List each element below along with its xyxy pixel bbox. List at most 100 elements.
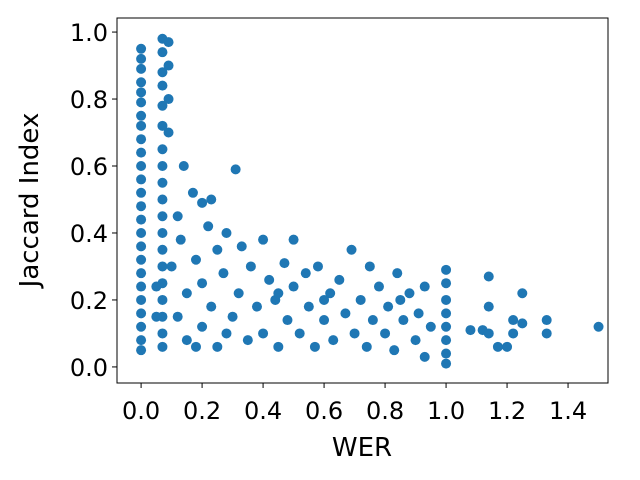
x-tick-label: 0.2 <box>183 397 221 425</box>
point <box>163 37 174 48</box>
point <box>264 274 275 285</box>
x-axis-label: WER <box>332 433 392 463</box>
point <box>441 308 452 319</box>
point <box>136 241 147 252</box>
point <box>398 315 409 326</box>
point <box>136 147 147 158</box>
point <box>212 341 223 352</box>
point <box>355 294 366 305</box>
point <box>136 201 147 212</box>
point <box>197 197 208 208</box>
plot-frame <box>116 17 609 384</box>
point <box>136 345 147 356</box>
point <box>312 261 323 272</box>
point <box>441 264 452 275</box>
point <box>404 288 415 299</box>
y-tick-label: 0.2 <box>70 287 108 315</box>
point <box>157 194 168 205</box>
point <box>136 268 147 279</box>
point <box>136 77 147 88</box>
point <box>157 341 168 352</box>
point <box>373 281 384 292</box>
point <box>517 288 528 299</box>
point <box>172 211 183 222</box>
point <box>136 134 147 145</box>
point <box>181 288 192 299</box>
x-tick-label: 1.4 <box>549 397 587 425</box>
point <box>465 325 476 336</box>
point <box>517 318 528 329</box>
point <box>157 227 168 238</box>
point <box>419 351 430 362</box>
point <box>389 345 400 356</box>
point <box>157 47 168 58</box>
point <box>319 315 330 326</box>
point <box>136 87 147 98</box>
point <box>483 328 494 339</box>
point <box>413 308 424 319</box>
point <box>136 161 147 172</box>
point <box>288 281 299 292</box>
point <box>136 335 147 346</box>
x-tick-label: 0.6 <box>305 397 343 425</box>
point <box>136 214 147 225</box>
point <box>136 187 147 198</box>
point <box>157 261 168 272</box>
point <box>242 335 253 346</box>
point <box>593 321 604 332</box>
x-tick-label: 0.8 <box>366 397 404 425</box>
point <box>157 67 168 78</box>
point <box>383 301 394 312</box>
point <box>151 281 162 292</box>
point <box>541 328 552 339</box>
point <box>157 80 168 91</box>
point <box>392 268 403 279</box>
point <box>157 100 168 111</box>
point <box>364 261 375 272</box>
point <box>181 335 192 346</box>
point <box>441 321 452 332</box>
point <box>136 53 147 64</box>
point <box>508 328 519 339</box>
point <box>175 234 186 245</box>
y-axis-label: Jaccard Index <box>15 113 45 290</box>
y-tick-label: 0.0 <box>70 354 108 382</box>
point <box>245 261 256 272</box>
y-tick-label: 1.0 <box>70 19 108 47</box>
point <box>136 308 147 319</box>
point <box>441 294 452 305</box>
point <box>425 321 436 332</box>
point <box>492 341 503 352</box>
point <box>441 348 452 359</box>
point <box>251 301 262 312</box>
point <box>395 294 406 305</box>
point <box>367 315 378 326</box>
point <box>212 244 223 255</box>
point <box>157 328 168 339</box>
point <box>197 278 208 289</box>
point <box>410 335 421 346</box>
point <box>136 43 147 54</box>
point <box>279 258 290 269</box>
point <box>157 161 168 172</box>
point <box>303 301 314 312</box>
point <box>508 315 519 326</box>
point <box>206 194 217 205</box>
point <box>151 311 162 322</box>
point <box>166 261 177 272</box>
x-tick-label: 1.0 <box>427 397 465 425</box>
point <box>309 341 320 352</box>
point <box>294 328 305 339</box>
point <box>206 301 217 312</box>
point <box>300 268 311 279</box>
point <box>441 278 452 289</box>
point <box>380 328 391 339</box>
point <box>136 120 147 131</box>
x-tick-label: 0.4 <box>244 397 282 425</box>
point <box>197 321 208 332</box>
point <box>136 110 147 121</box>
point <box>136 281 147 292</box>
point <box>203 221 214 232</box>
point <box>282 315 293 326</box>
point <box>328 335 339 346</box>
